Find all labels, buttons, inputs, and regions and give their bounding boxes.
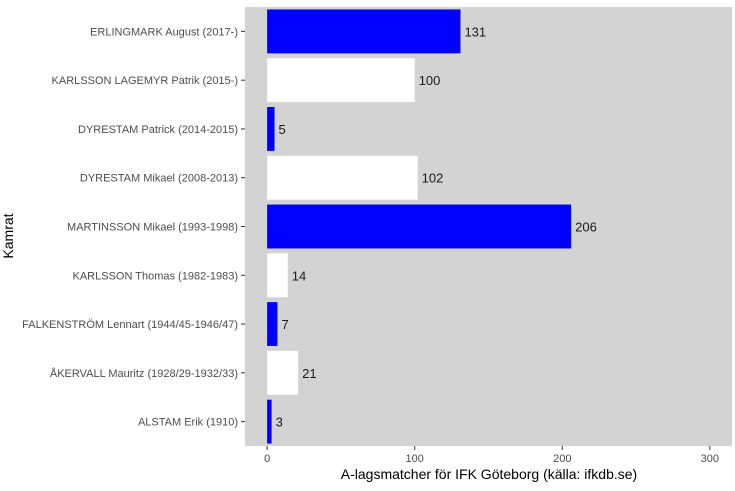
y-tick-label: FALKENSTRÖM Lennart (1944/45-1946/47)	[22, 319, 238, 331]
data-label: 5	[279, 122, 286, 137]
y-tick-label: KARLSSON Thomas (1982-1983)	[73, 270, 239, 282]
bar	[267, 155, 418, 200]
y-tick-label: ALSTAM Erik (1910)	[138, 417, 238, 429]
bar	[267, 399, 272, 444]
x-tick-label: 200	[553, 453, 571, 465]
y-tick-label: MARTINSSON Mikael (1993-1998)	[67, 222, 238, 234]
y-tick-label: ERLINGMARK August (2017-)	[90, 26, 238, 38]
x-tick-label: 300	[701, 453, 719, 465]
data-label: 100	[419, 73, 441, 88]
bar	[267, 106, 275, 151]
bar	[267, 253, 288, 298]
data-label: 3	[276, 415, 283, 430]
data-label: 102	[422, 171, 444, 186]
y-tick-label: DYRESTAM Mikael (2008-2013)	[80, 173, 238, 185]
y-axis-title: Kamrat	[0, 213, 16, 258]
bar	[267, 350, 299, 395]
data-label: 206	[575, 220, 597, 235]
data-label: 21	[302, 366, 316, 381]
data-label: 7	[281, 317, 288, 332]
x-tick-label: 0	[264, 453, 270, 465]
x-axis-title: A-lagsmatcher för IFK Göteborg (källa: i…	[341, 466, 637, 482]
bar	[267, 302, 278, 347]
bar	[267, 9, 461, 54]
data-label: 131	[464, 24, 486, 39]
x-tick-label: 100	[406, 453, 424, 465]
data-label: 14	[292, 268, 306, 283]
y-tick-label: ÅKERVALL Mauritz (1928/29-1932/33)	[50, 367, 238, 380]
y-tick-label: DYRESTAM Patrick (2014-2015)	[78, 124, 238, 136]
y-tick-label: KARLSSON LAGEMYR Patrik (2015-)	[52, 75, 238, 87]
bar	[267, 58, 415, 103]
bar	[267, 204, 572, 249]
